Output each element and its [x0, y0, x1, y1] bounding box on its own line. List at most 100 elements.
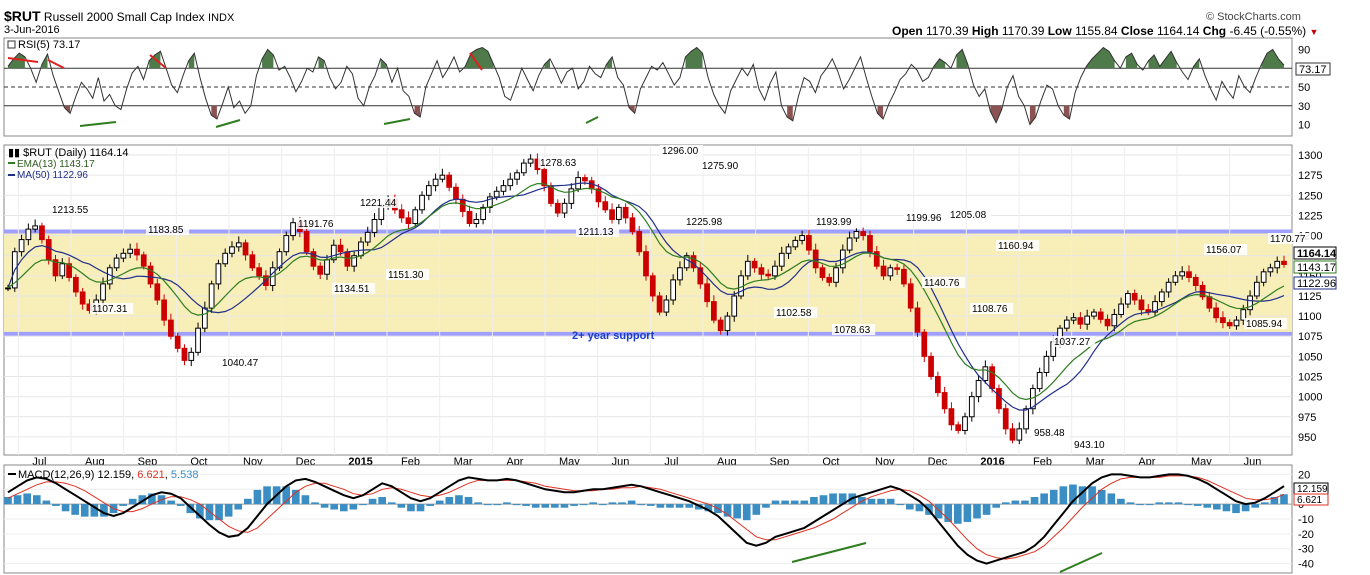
- candle-body: [1220, 317, 1226, 324]
- macd-histogram-bar: [339, 504, 348, 512]
- candle-body: [52, 259, 59, 277]
- ema13-line: [7, 182, 1285, 401]
- macd-histogram-bar: [23, 493, 31, 505]
- macd-histogram-bar: [52, 504, 60, 506]
- candle-body: [1118, 303, 1124, 315]
- rsi-overbought-fill: [380, 58, 387, 69]
- candle-body: [39, 225, 45, 241]
- candle-body: [907, 283, 914, 309]
- macd-histogram-bar: [934, 504, 943, 519]
- macd-histogram-bar: [4, 497, 12, 505]
- ema-legend-label: EMA(13) 1143.17: [17, 159, 95, 170]
- candle-body: [609, 209, 615, 220]
- macd-title-label: MACD(12,26,9): [18, 469, 94, 481]
- price-annotation: 1191.76: [298, 219, 334, 230]
- rsi-overbought-fill: [1125, 53, 1138, 69]
- ma-legend-label: MA(50) 1122.96: [17, 170, 88, 181]
- price-annotation-bg: [996, 240, 1040, 251]
- candle-body: [1186, 271, 1192, 278]
- macd-histogram-bar: [512, 504, 521, 506]
- candle-body: [520, 162, 527, 174]
- candle-body: [398, 209, 405, 219]
- price-y-tick: 1100: [1298, 311, 1322, 323]
- low-value: 1155.84: [1075, 24, 1118, 38]
- rsi-y-tick: 90: [1298, 44, 1310, 56]
- macd-title-signal: 6.621: [137, 469, 165, 481]
- candle-body: [792, 239, 799, 248]
- candle-body: [554, 202, 561, 214]
- chart-header-title: $RUT Russell 2000 Small Cap Index INDX: [4, 8, 234, 24]
- macd-histogram-bar: [13, 495, 22, 505]
- macd-histogram-bar: [819, 495, 828, 505]
- macd-histogram-bar: [953, 504, 962, 524]
- candle-body: [826, 276, 833, 283]
- candle-body: [1281, 260, 1287, 265]
- macd-histogram-bar: [570, 504, 578, 506]
- macd-histogram-bar: [1069, 484, 1077, 505]
- macd-histogram-bar: [186, 504, 195, 514]
- candle-body: [989, 366, 996, 390]
- macd-histogram-bar: [829, 493, 837, 505]
- price-y-tick: 975: [1298, 412, 1316, 424]
- macd-panel: -40-30-20-1001020 MACD(12,26,9) 12.159, …: [3, 464, 1329, 574]
- price-legend-icon: ▮▮: [8, 147, 23, 159]
- rsi-last-value: 73.17: [1299, 64, 1327, 76]
- candle-body: [425, 185, 432, 196]
- rsi-trend-red: [149, 54, 167, 69]
- price-annotation-bg: [386, 269, 430, 280]
- rsi-trend-red: [7, 57, 39, 63]
- price-y-tick: 1050: [1298, 351, 1322, 363]
- candle-body: [643, 251, 649, 277]
- macd-histogram-bar: [244, 498, 252, 505]
- candle-body: [602, 201, 609, 211]
- candle-body: [1043, 355, 1050, 373]
- price-y-tick: 950: [1298, 432, 1316, 444]
- candle-body: [880, 265, 887, 277]
- macd-y-tick: -30: [1298, 544, 1314, 556]
- candle-body: [636, 231, 643, 253]
- candle-body: [439, 174, 446, 180]
- macd-histogram-bar: [858, 497, 866, 505]
- price-annotation: 1170.77: [1270, 234, 1306, 245]
- macd-histogram-bar: [71, 504, 79, 515]
- macd-histogram-bar: [800, 500, 809, 505]
- support-band-label: 2+ year support: [572, 330, 655, 342]
- candle-body: [351, 255, 358, 267]
- macd-title-macd: 12.159: [97, 469, 131, 481]
- macd-histogram-bar: [685, 504, 693, 508]
- candle-body: [1091, 311, 1097, 317]
- candle-body: [222, 252, 229, 265]
- price-annotation: 1151.30: [388, 270, 424, 281]
- price-value-tag: [1293, 260, 1337, 274]
- price-y-tick: 1225: [1298, 210, 1322, 222]
- rsi-oversold-fill: [990, 105, 1002, 123]
- candle-body: [833, 267, 839, 283]
- candle-body: [446, 174, 453, 188]
- price-annotation: 1278.63: [540, 158, 577, 169]
- open-value: 1170.39: [926, 24, 969, 38]
- candle-body: [860, 231, 867, 237]
- rsi-title: RSI(5) 73.17: [18, 39, 80, 51]
- macd-histogram-bar: [906, 504, 914, 510]
- price-legend: ▮▮ $RUT (Daily) 1164.14 EMA(13) 1143.17 …: [8, 147, 129, 181]
- macd-legend: MACD(12,26,9) 12.159, 6.621, 5.538: [8, 469, 198, 481]
- candle-body: [765, 273, 772, 277]
- macd-title: MACD(12,26,9) 12.159, 6.621, 5.538: [18, 469, 198, 481]
- macd-histogram-bar: [675, 504, 684, 508]
- candle-body: [208, 283, 215, 309]
- macd-histogram-bar: [704, 504, 713, 512]
- price-annotation-bg: [1072, 439, 1110, 450]
- macd-histogram-bar: [637, 504, 646, 506]
- candle-body: [873, 251, 880, 267]
- candle-body: [704, 283, 710, 303]
- macd-histogram-bar: [215, 504, 223, 521]
- macd-histogram-bar: [368, 498, 377, 505]
- macd-histogram-bar: [522, 504, 530, 506]
- macd-histogram-bar: [32, 495, 41, 505]
- candle-body: [344, 251, 351, 267]
- macd-histogram-bar: [80, 504, 89, 517]
- price-annotation-bg: [774, 307, 818, 318]
- price-annotation: 1160.94: [998, 241, 1034, 252]
- price-annotation: 1183.85: [148, 225, 184, 236]
- candle-body: [568, 188, 575, 204]
